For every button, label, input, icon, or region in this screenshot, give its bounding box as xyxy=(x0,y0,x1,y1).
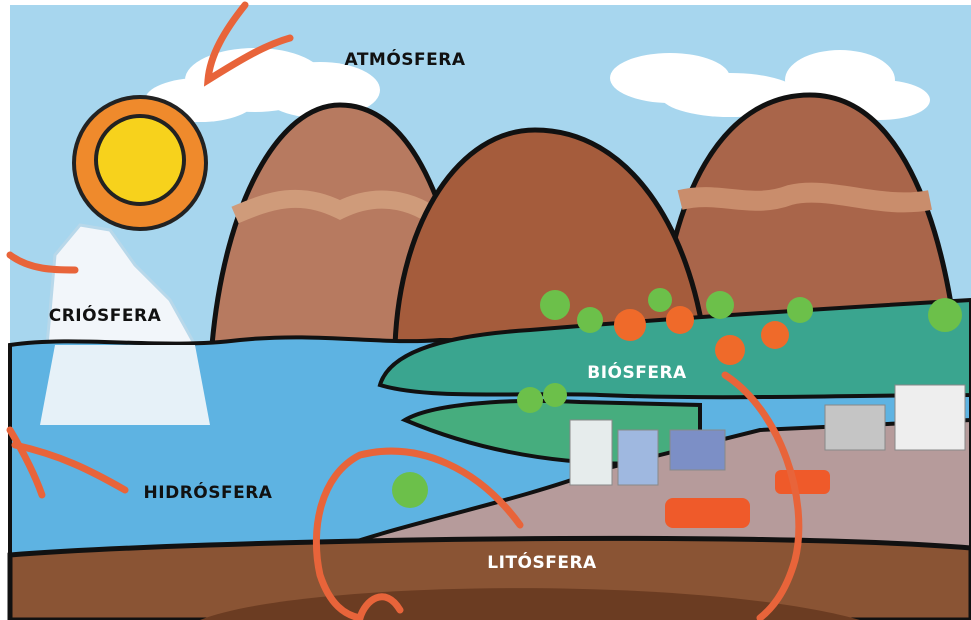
earth-spheres-illustration: ATMÓSFERA CRIÓSFERA BIÓSFERA HIDRÓSFERA … xyxy=(0,0,971,620)
label-cryosphere: CRIÓSFERA xyxy=(49,304,162,326)
label-atmosphere: ATMÓSFERA xyxy=(344,48,465,70)
iceberg-base xyxy=(40,345,210,425)
mountain-band xyxy=(680,193,930,203)
label-lithosphere: LITÓSFERA xyxy=(487,551,597,573)
sun xyxy=(74,97,206,229)
label-hydrosphere: HIDRÓSFERA xyxy=(144,481,273,503)
label-biosphere: BIÓSFERA xyxy=(587,361,687,383)
